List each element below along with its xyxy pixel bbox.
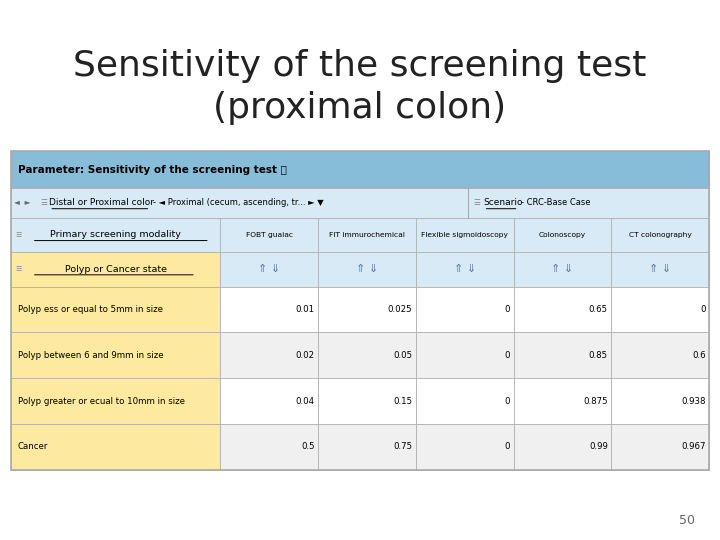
Bar [318,287,416,333]
Bar [513,252,611,287]
Text: ⇑ ⇓: ⇑ ⇓ [356,264,378,274]
Bar [611,287,709,333]
Text: Polyp between 6 and 9mm in size: Polyp between 6 and 9mm in size [18,351,163,360]
Bar [220,287,318,333]
Bar [11,424,220,470]
Text: 0.04: 0.04 [295,396,315,406]
Text: ☰: ☰ [15,266,22,272]
Text: 0.967: 0.967 [681,442,706,451]
Text: Polyp greater or ecual to 10mm in size: Polyp greater or ecual to 10mm in size [18,396,185,406]
Bar [220,333,318,378]
Bar [11,218,220,252]
Text: ⇑ ⇓: ⇑ ⇓ [258,264,280,274]
Text: - CRC-Base Case: - CRC-Base Case [521,199,590,207]
Bar [611,378,709,424]
Bar [611,218,709,252]
Bar [318,333,416,378]
Text: ◄  ►: ◄ ► [14,199,31,207]
Bar [416,378,513,424]
Text: 0.875: 0.875 [583,396,608,406]
Text: ⇑ ⇓: ⇑ ⇓ [649,264,672,274]
Text: ⇑ ⇓: ⇑ ⇓ [552,264,574,274]
Bar [11,188,709,218]
Text: 0.025: 0.025 [388,305,413,314]
Bar [11,378,220,424]
Bar [611,424,709,470]
Text: 0.75: 0.75 [393,442,413,451]
Bar [11,333,220,378]
Text: 50: 50 [679,514,695,526]
Bar [416,218,513,252]
Bar [318,218,416,252]
Bar [220,378,318,424]
Text: Distal or Proximal color: Distal or Proximal color [49,199,154,207]
Text: Colonoscopy: Colonoscopy [539,232,586,238]
Text: Parameter: Sensitivity of the screening test ⓘ: Parameter: Sensitivity of the screening … [18,165,287,174]
Bar [318,424,416,470]
Text: ☰: ☰ [474,199,481,207]
Text: ☰: ☰ [40,199,47,207]
Bar [513,218,611,252]
Bar [416,333,513,378]
Bar [220,218,318,252]
Text: ☰: ☰ [15,232,22,238]
Text: 0.01: 0.01 [295,305,315,314]
Bar [11,287,220,333]
Text: 0: 0 [701,305,706,314]
Bar [513,424,611,470]
Bar [11,252,220,287]
Bar [416,252,513,287]
Bar [220,252,318,287]
Bar [220,424,318,470]
Bar [11,151,709,188]
Bar [416,287,513,333]
Text: 0.85: 0.85 [589,351,608,360]
Text: 0.65: 0.65 [589,305,608,314]
Text: 0.5: 0.5 [301,442,315,451]
Text: Primary screening modality: Primary screening modality [50,231,181,239]
Text: 0.15: 0.15 [393,396,413,406]
Text: Polyp or Cancer state: Polyp or Cancer state [65,265,166,274]
Bar [318,252,416,287]
Text: 0.938: 0.938 [681,396,706,406]
Bar [513,287,611,333]
Text: Polyp ess or equal to 5mm in size: Polyp ess or equal to 5mm in size [18,305,163,314]
Text: Flexible sigmoidoscopy: Flexible sigmoidoscopy [421,232,508,238]
Text: 0.99: 0.99 [589,442,608,451]
Text: CT colonography: CT colonography [629,232,692,238]
Text: - ◄ Proximal (cecum, ascending, tr... ► ▼: - ◄ Proximal (cecum, ascending, tr... ► … [153,199,323,207]
Bar [611,252,709,287]
Bar [416,424,513,470]
Text: FIT immurochemical: FIT immurochemical [329,232,405,238]
Text: Cancer: Cancer [18,442,48,451]
Bar [611,333,709,378]
Text: 0.6: 0.6 [692,351,706,360]
Text: Scenario: Scenario [484,199,523,207]
Text: ⇑ ⇓: ⇑ ⇓ [454,264,476,274]
Bar [513,378,611,424]
Text: 0.05: 0.05 [393,351,413,360]
Text: 0: 0 [505,442,510,451]
Text: 0: 0 [505,351,510,360]
Text: Sensitivity of the screening test
(proximal colon): Sensitivity of the screening test (proxi… [73,49,647,125]
Text: 0.02: 0.02 [295,351,315,360]
Bar [318,378,416,424]
Text: 0: 0 [505,305,510,314]
Bar [513,333,611,378]
Text: FOBT guaiac: FOBT guaiac [246,232,293,238]
Text: 0: 0 [505,396,510,406]
